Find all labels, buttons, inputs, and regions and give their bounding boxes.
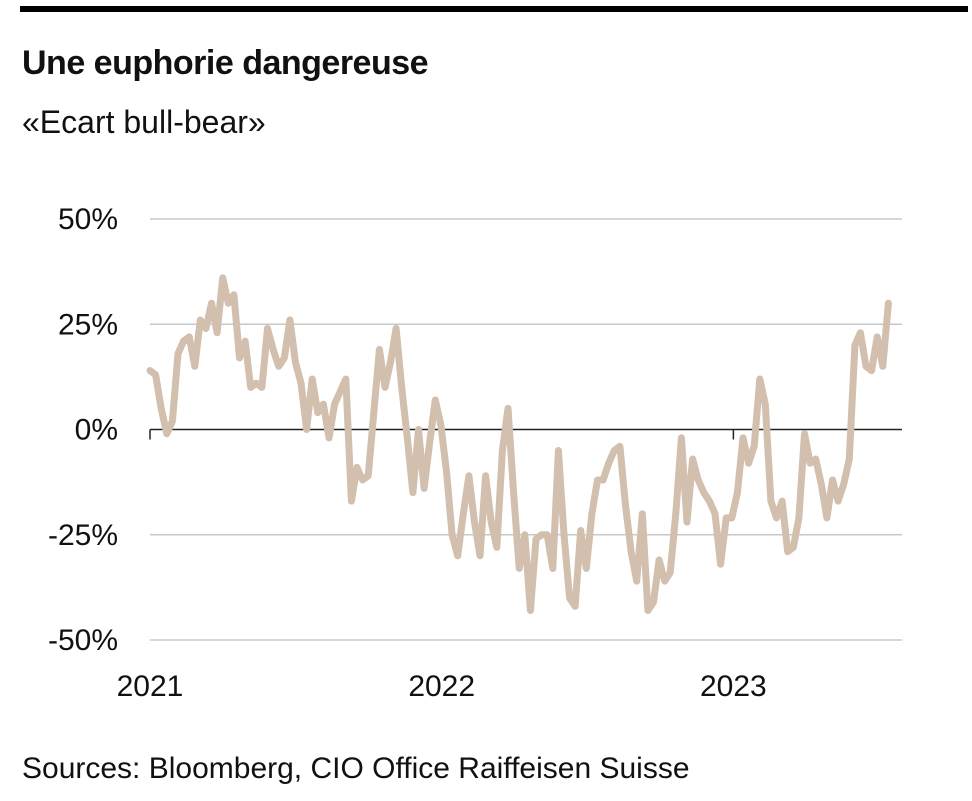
y-tick-label: 25%	[58, 308, 118, 341]
series-line	[146, 274, 892, 614]
y-tick-label: 50%	[58, 203, 118, 236]
top-rule	[20, 6, 968, 12]
x-tick-label: 2022	[408, 670, 475, 703]
chart-title: Une euphorie dangereuse	[22, 44, 429, 82]
y-tick-label: -50%	[48, 624, 118, 657]
chart-subtitle: «Ecart bull-bear»	[22, 104, 266, 140]
y-tick-label: 0%	[75, 414, 118, 447]
series-layer	[146, 274, 892, 614]
source-note: Sources: Bloomberg, CIO Office Raiffeise…	[22, 752, 690, 785]
x-tick-label: 2021	[117, 670, 184, 703]
x-tick-labels: 2021 2022 2023	[117, 670, 767, 703]
y-tick-label: -25%	[48, 519, 118, 552]
x-axis	[149, 428, 902, 440]
x-tick-label: 2023	[700, 670, 767, 703]
y-tick-labels: 50% 25% 0% -25% -50%	[48, 203, 118, 657]
